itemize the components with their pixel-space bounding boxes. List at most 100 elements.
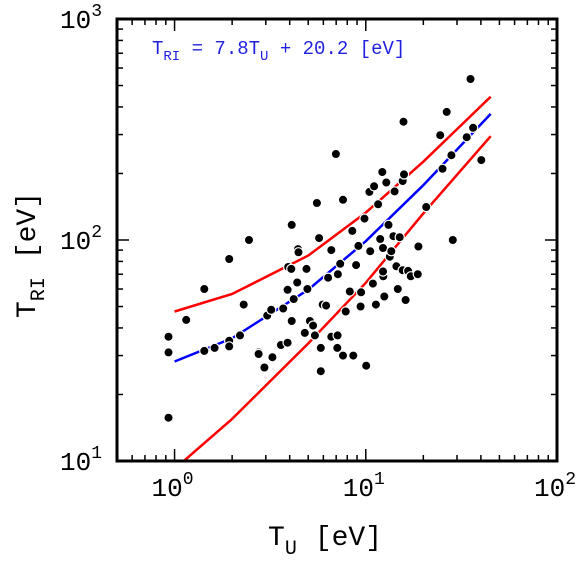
data-point	[441, 106, 452, 118]
data-point	[372, 199, 384, 210]
x-axis-label-main: T	[268, 523, 285, 554]
x-axis-label-sub: U	[285, 538, 297, 561]
data-point	[332, 330, 343, 341]
annotation-t: T	[152, 38, 163, 60]
data-point	[163, 347, 174, 358]
data-point	[381, 177, 392, 188]
data-point	[234, 330, 246, 341]
data-point	[282, 337, 293, 348]
data-point	[370, 299, 382, 310]
data-point	[309, 330, 321, 341]
data-point	[286, 219, 297, 231]
data-point	[163, 331, 174, 342]
data-point	[392, 283, 403, 295]
annotation-sub1: RI	[163, 49, 180, 65]
data-point	[286, 263, 297, 275]
data-point	[400, 294, 411, 306]
data-point	[332, 342, 343, 354]
data-point	[347, 225, 358, 237]
data-point	[293, 247, 304, 258]
data-point	[335, 258, 346, 269]
data-point	[163, 412, 174, 423]
data-point	[465, 73, 476, 85]
data-point	[359, 213, 370, 224]
data-point	[180, 314, 192, 326]
data-point	[355, 301, 366, 312]
data-point	[288, 293, 299, 305]
data-point	[326, 244, 337, 256]
data-point	[447, 234, 458, 246]
annotation-eq: = 7.8T	[180, 38, 260, 60]
data-point	[299, 327, 310, 339]
y-axis-label: TRI [eV]	[13, 192, 51, 318]
data-point	[350, 259, 362, 271]
data-point	[386, 245, 397, 257]
data-point	[344, 286, 355, 297]
data-point	[301, 263, 312, 275]
x-axis-label-unit: [eV]	[315, 523, 382, 554]
data-point	[467, 122, 479, 134]
data-point	[311, 197, 323, 209]
data-point	[377, 166, 388, 178]
data-point	[435, 129, 446, 141]
data-point	[368, 181, 380, 192]
data-point	[348, 350, 359, 361]
data-point	[398, 116, 409, 127]
data-point	[361, 360, 372, 371]
data-point	[302, 283, 313, 295]
data-point	[461, 131, 472, 143]
data-point	[476, 154, 487, 166]
data-point	[243, 234, 255, 246]
data-point	[337, 350, 349, 361]
data-point	[209, 342, 220, 354]
y-axis-label-sub: RI	[28, 277, 51, 301]
data-point	[379, 291, 390, 302]
data-point	[282, 284, 293, 295]
data-point	[320, 300, 332, 311]
data-point	[322, 272, 334, 283]
data-point	[353, 240, 364, 252]
y-axis-label-unit: [eV]	[13, 192, 44, 259]
data-point	[365, 245, 376, 257]
data-point	[313, 232, 325, 244]
data-point	[223, 253, 235, 265]
data-point	[337, 194, 349, 205]
data-point	[223, 341, 235, 352]
data-point	[421, 201, 432, 213]
annotation-sub2: U	[260, 49, 268, 65]
data-point	[292, 277, 303, 288]
annotation-equation: TRI = 7.8TU + 20.2 [eV]	[152, 38, 405, 65]
data-point	[238, 299, 249, 310]
data-point	[307, 320, 319, 331]
data-point	[315, 342, 326, 354]
data-point	[389, 186, 400, 197]
bound-line-2	[181, 135, 492, 461]
data-point	[266, 304, 277, 315]
y-tick-label: 103	[60, 2, 102, 36]
data-point	[286, 315, 297, 327]
data-point	[398, 169, 410, 180]
data-point	[377, 266, 389, 277]
data-point	[355, 287, 367, 298]
data-point	[199, 345, 210, 357]
x-tick-label: 102	[534, 470, 576, 504]
x-tick-label: 101	[343, 470, 385, 504]
data-point	[367, 278, 379, 289]
data-point	[267, 352, 278, 363]
y-tick-label: 101	[60, 444, 102, 478]
y-axis-label-main: T	[13, 301, 44, 318]
x-axis-label: TU [eV]	[268, 523, 382, 561]
data-point	[394, 231, 405, 243]
bound-line-1	[174, 95, 492, 313]
data-point	[253, 348, 264, 360]
data-point	[412, 269, 423, 280]
data-point	[332, 269, 344, 280]
x-tick-label: 100	[152, 470, 194, 504]
data-point	[259, 362, 270, 373]
data-point	[446, 149, 457, 161]
data-point	[315, 366, 326, 377]
data-point	[375, 233, 386, 245]
data-point	[413, 241, 424, 252]
